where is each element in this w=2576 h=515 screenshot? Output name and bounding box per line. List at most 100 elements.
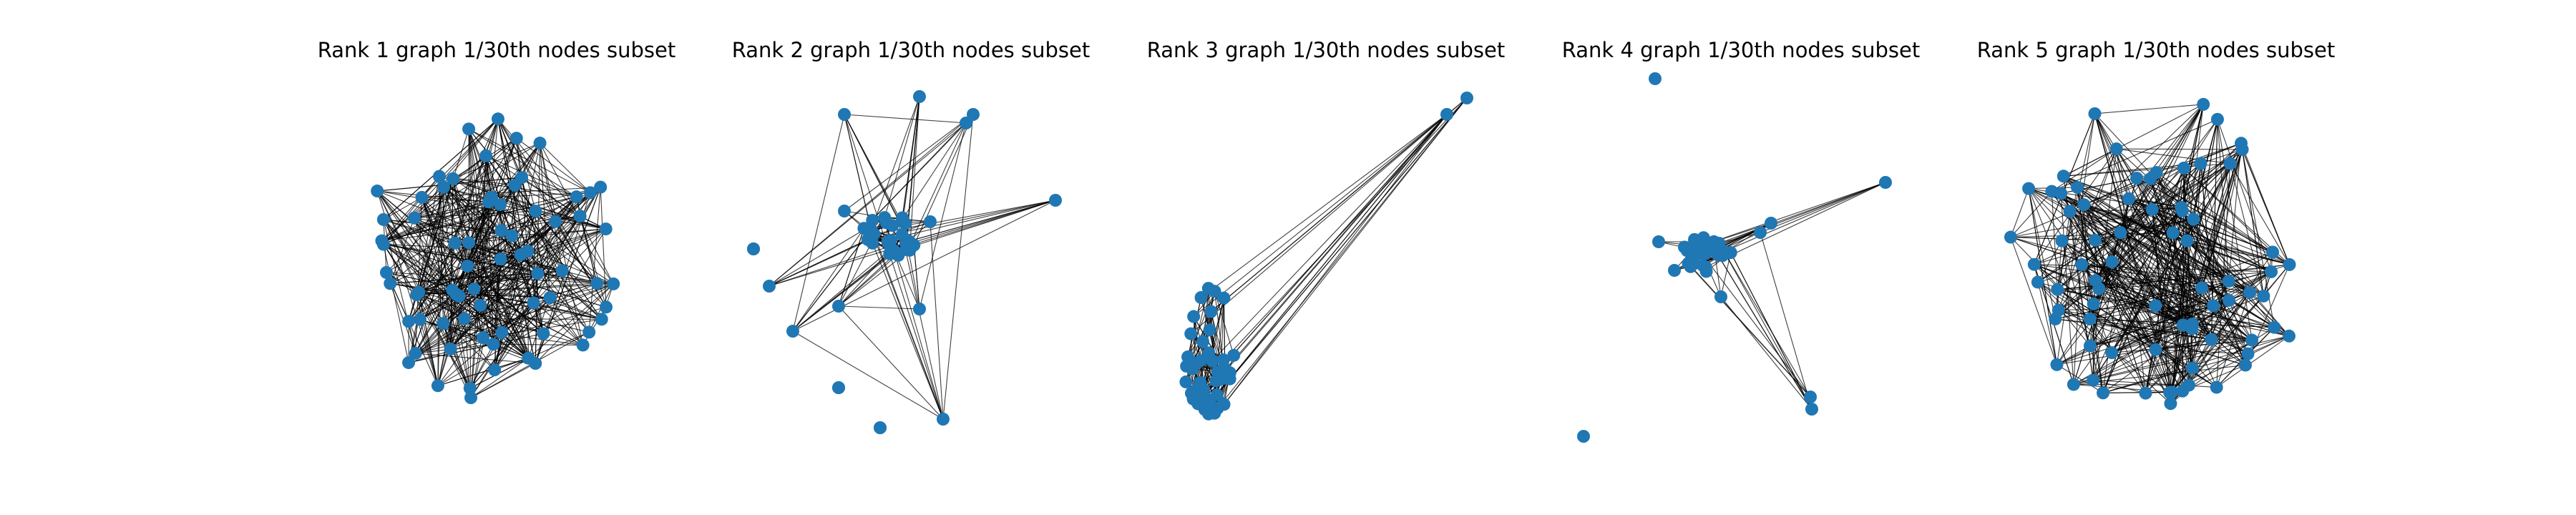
- graph-edge: [485, 155, 502, 333]
- graph-node: [2105, 346, 2119, 360]
- graph-edge: [2242, 149, 2290, 265]
- graph-edge: [1760, 232, 1813, 410]
- graph-node: [1649, 72, 1662, 85]
- graph-edge: [2171, 163, 2202, 393]
- graph-edge: [2028, 188, 2056, 320]
- panel-title-rank3: Rank 3 graph 1/30th nodes subset: [1147, 38, 1505, 62]
- graph-node: [2130, 172, 2144, 185]
- graph-edge: [419, 292, 465, 320]
- graph-edge: [2094, 113, 2129, 200]
- graph-edge: [383, 219, 502, 232]
- graph-node: [2205, 333, 2218, 346]
- graph-edge: [2081, 264, 2094, 305]
- graph-edge: [386, 272, 602, 320]
- graph-edge: [844, 114, 944, 420]
- graph-node: [2077, 198, 2091, 212]
- graph-edge: [2010, 188, 2029, 237]
- graph-node: [462, 236, 476, 250]
- graph-node: [595, 313, 608, 326]
- graph-edge: [414, 217, 469, 243]
- graph-node: [462, 122, 476, 136]
- graph-edge: [497, 119, 597, 284]
- graph-edge: [792, 229, 872, 332]
- graph-node: [1049, 194, 1062, 207]
- graph-edge: [383, 219, 453, 290]
- graph-edge: [838, 228, 864, 307]
- graph-edge: [588, 187, 601, 333]
- panel-rank3: Rank 3 graph 1/30th nodes subset: [1147, 38, 1505, 421]
- panel-title-rank5: Rank 5 graph 1/30th nodes subset: [1977, 38, 2335, 62]
- graph-edge: [2063, 148, 2117, 177]
- graph-edge: [470, 358, 529, 398]
- graph-edge: [2200, 149, 2243, 165]
- graph-edge: [414, 201, 489, 219]
- graph-edge: [884, 96, 920, 218]
- graph-node: [2071, 180, 2084, 194]
- graph-edge: [2136, 177, 2273, 252]
- graph-node: [474, 298, 487, 312]
- graph-edge: [2156, 172, 2212, 340]
- graph-node: [1804, 391, 1817, 403]
- graph-edge: [2095, 104, 2204, 281]
- graph-node: [2238, 358, 2252, 372]
- graph-node: [1697, 231, 1710, 245]
- graph-node: [2166, 226, 2180, 240]
- graph-edge: [2037, 282, 2091, 346]
- graph-edge: [2242, 149, 2264, 296]
- graph-edge: [2150, 178, 2193, 325]
- graph-node: [1699, 260, 1712, 274]
- graph-edge: [467, 265, 544, 334]
- graph-edge: [2216, 335, 2290, 388]
- graph-edge: [2093, 379, 2146, 394]
- graph-node: [866, 213, 879, 227]
- graph-node: [410, 288, 424, 301]
- graph-edge: [470, 363, 536, 398]
- graph-edge: [2098, 288, 2146, 393]
- graph-edge: [421, 197, 469, 243]
- panel-rank1: Rank 1 graph 1/30th nodes subset: [318, 38, 675, 405]
- graph-node: [384, 277, 397, 290]
- graph-edge: [1760, 182, 1886, 233]
- graph-node: [2004, 230, 2017, 244]
- graph-edge: [494, 210, 536, 371]
- graph-edge: [2034, 264, 2272, 273]
- graph-node: [2197, 97, 2210, 111]
- panel-rank2: Rank 2 graph 1/30th nodes subset: [732, 38, 1090, 434]
- graph-node: [1754, 226, 1767, 239]
- graph-edge: [902, 234, 944, 420]
- graph-edge: [537, 215, 581, 274]
- graph-edge: [872, 242, 944, 420]
- graph-edge: [2201, 288, 2248, 354]
- graph-node: [967, 108, 980, 121]
- graph-node: [408, 211, 421, 225]
- graph-edge: [416, 142, 541, 295]
- graph-edge: [2073, 271, 2272, 385]
- graph-node: [402, 355, 416, 369]
- graph-edge: [2094, 113, 2156, 306]
- graph-edge: [418, 292, 439, 386]
- graph-node: [2057, 170, 2070, 183]
- graph-edge: [383, 244, 453, 291]
- graph-node: [2176, 384, 2190, 398]
- graph-node: [874, 421, 887, 434]
- graph-node: [600, 300, 613, 314]
- graph-edge: [389, 283, 416, 354]
- graph-edge: [2089, 345, 2104, 393]
- nodes-rank1: [371, 112, 620, 405]
- graph-edge: [913, 245, 920, 310]
- graph-node: [2049, 312, 2062, 325]
- graph-node: [576, 338, 590, 352]
- graph-edge: [2010, 237, 2091, 320]
- graph-node: [2088, 233, 2102, 247]
- graph-node: [1184, 327, 1198, 340]
- graph-node: [452, 290, 466, 303]
- graph-edge: [1216, 97, 1468, 409]
- graph-node: [924, 215, 937, 228]
- graph-edge: [452, 242, 469, 290]
- graph-edge: [2136, 177, 2190, 386]
- graph-edge: [469, 228, 606, 243]
- graph-edge: [1222, 114, 1448, 373]
- panel-title-rank1: Rank 1 graph 1/30th nodes subset: [318, 38, 675, 62]
- graph-edge: [376, 190, 614, 285]
